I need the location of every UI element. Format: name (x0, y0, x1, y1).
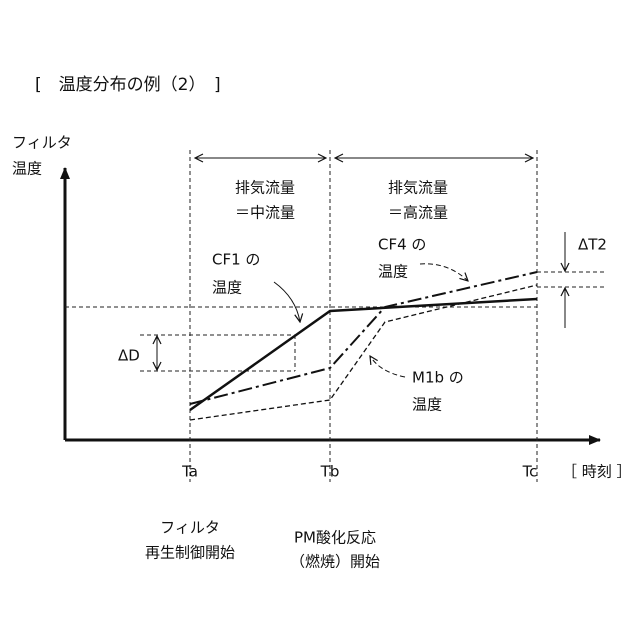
leader (274, 282, 300, 322)
delta-label: ΔT2 (578, 236, 607, 254)
diagram: [ 温度分布の例（2） ] フィルタ 温度 排気流量 ＝中流量 排気流量 ＝高流… (0, 0, 640, 640)
region-label: 排気流量 (388, 179, 448, 197)
title: [ 温度分布の例（2） ] (35, 75, 221, 95)
y-axis-label: 温度 (12, 160, 42, 178)
guides (65, 150, 605, 482)
curve-label: CF4 の (378, 236, 426, 254)
x-axis-label: ［ 時刻 ］ (562, 463, 632, 481)
region-label: 排気流量 (235, 179, 295, 197)
axes (65, 168, 600, 440)
cf4-curve (190, 272, 537, 404)
curve-label: M1b の (412, 369, 464, 387)
leader (420, 264, 468, 281)
m1b-curve (190, 285, 537, 420)
delta-label: ΔD (118, 347, 140, 365)
time-label: Tb (320, 463, 340, 481)
event-label: PM酸化反応 (294, 529, 376, 547)
curve-label: 温度 (212, 279, 242, 297)
region-label: ＝中流量 (235, 204, 295, 222)
event-label: 再生制御開始 (145, 544, 235, 562)
time-label: Tc (522, 463, 538, 481)
curve-label: 温度 (378, 263, 408, 281)
event-label: （燃焼）開始 (290, 553, 380, 571)
region-label: ＝高流量 (388, 204, 448, 222)
curve-label: CF1 の (212, 251, 260, 269)
leader (370, 356, 405, 377)
y-axis-label: フィルタ (12, 134, 72, 152)
time-label: Ta (181, 463, 198, 481)
cf1-curve (190, 299, 537, 410)
curve-label: 温度 (412, 396, 442, 414)
event-label: フィルタ (160, 519, 220, 537)
